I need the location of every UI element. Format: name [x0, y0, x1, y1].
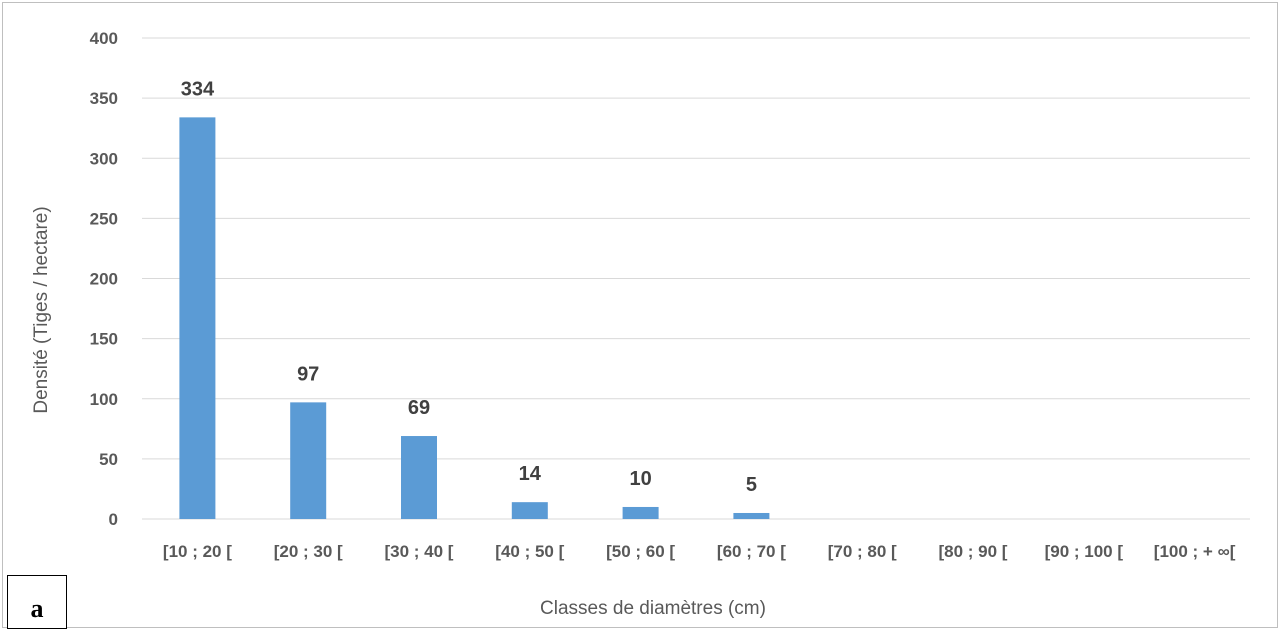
- x-tick-label: [90 ; 100 [: [1045, 542, 1124, 561]
- y-tick-label: 300: [90, 149, 118, 168]
- x-tick-label: [80 ; 90 [: [939, 542, 1008, 561]
- y-tick-label: 250: [90, 209, 118, 228]
- x-tick-label: [50 ; 60 [: [606, 542, 675, 561]
- bar: [179, 117, 216, 520]
- x-tick-labels: [10 ; 20 [ [20 ; 30 [ [30 ; 40 [ [40 ; 50 […: [163, 542, 1236, 561]
- bars: [179, 117, 770, 520]
- x-tick-label: [40 ; 50 [: [495, 542, 564, 561]
- x-axis-title: Classes de diamètres (cm): [540, 598, 766, 619]
- y-tick-label: 150: [90, 330, 118, 349]
- bar: [290, 402, 327, 519]
- data-labels: 334 97 69 14 10 5: [181, 78, 757, 496]
- bar: [401, 436, 437, 519]
- panel-label: a: [7, 575, 67, 629]
- data-label: 10: [629, 468, 651, 490]
- bar: [733, 512, 770, 519]
- y-tick-label: 0: [109, 510, 118, 529]
- y-axis-title: Densité (Tiges / hectare): [31, 206, 52, 413]
- x-tick-label: [20 ; 30 [: [274, 542, 343, 561]
- y-tick-label: 50: [99, 450, 118, 469]
- data-label: 97: [297, 363, 319, 385]
- gridlines: [142, 37, 1250, 520]
- data-label: 69: [408, 397, 430, 419]
- bar: [622, 506, 659, 519]
- x-tick-label: [100 ; + ∞[: [1154, 542, 1236, 561]
- y-tick-label: 400: [90, 29, 118, 48]
- x-tick-label: [30 ; 40 [: [385, 542, 454, 561]
- y-tick-label: 200: [90, 270, 118, 289]
- y-tick-labels: 0 50 100 150 200 250 300 350 400: [90, 29, 118, 529]
- x-tick-label: [70 ; 80 [: [828, 542, 897, 561]
- data-label: 334: [181, 78, 215, 100]
- y-tick-label: 100: [90, 390, 118, 409]
- data-label: 5: [746, 474, 757, 496]
- x-tick-label: [10 ; 20 [: [163, 542, 232, 561]
- x-tick-label: [60 ; 70 [: [717, 542, 786, 561]
- bar: [511, 502, 548, 519]
- data-label: 14: [519, 463, 542, 485]
- y-tick-label: 350: [90, 89, 118, 108]
